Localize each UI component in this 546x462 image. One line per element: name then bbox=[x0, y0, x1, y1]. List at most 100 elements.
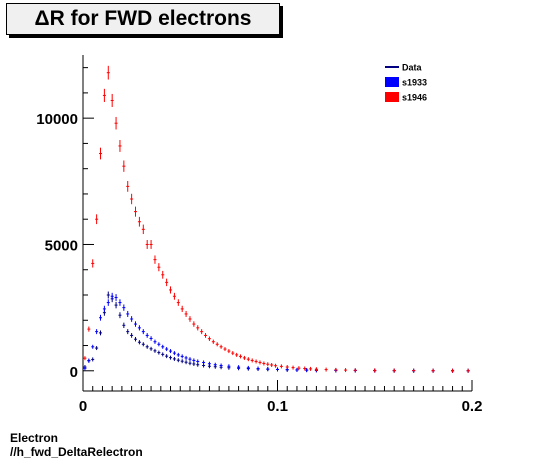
data-point-data bbox=[137, 340, 141, 345]
data-point-s1933 bbox=[157, 342, 161, 347]
y-tick-label: 0 bbox=[70, 364, 78, 381]
data-point-s1946 bbox=[207, 336, 211, 341]
data-point-data bbox=[165, 354, 169, 359]
data-point-s1946 bbox=[303, 366, 307, 371]
data-point-s1946 bbox=[102, 88, 106, 103]
chart-title: ΔR for FWD electrons bbox=[6, 3, 280, 35]
data-point-s1946 bbox=[219, 344, 223, 349]
data-point-s1946 bbox=[270, 362, 274, 367]
data-point-s1946 bbox=[227, 349, 231, 354]
legend-label: s1946 bbox=[402, 93, 427, 103]
data-point-s1933 bbox=[91, 344, 95, 349]
data-point-s1946 bbox=[451, 368, 455, 373]
data-point-s1933 bbox=[118, 299, 122, 306]
data-point-s1946 bbox=[211, 339, 215, 344]
data-point-s1946 bbox=[242, 355, 246, 360]
data-point-data bbox=[95, 346, 99, 351]
data-point-s1933 bbox=[114, 294, 118, 301]
data-point-s1946 bbox=[285, 365, 289, 369]
data-point-data bbox=[106, 291, 110, 299]
data-point-s1946 bbox=[122, 160, 126, 172]
histogram-group-label: Electron bbox=[10, 431, 59, 445]
data-point-s1946 bbox=[309, 366, 313, 371]
data-point-s1933 bbox=[145, 333, 149, 338]
data-point-s1933 bbox=[196, 359, 200, 364]
data-point-s1933 bbox=[126, 310, 130, 317]
data-point-s1933 bbox=[83, 366, 87, 371]
data-point-s1946 bbox=[250, 358, 254, 363]
data-point-s1946 bbox=[392, 368, 396, 373]
data-point-data bbox=[134, 336, 138, 342]
data-point-s1946 bbox=[118, 139, 122, 152]
data-point-s1933 bbox=[219, 363, 223, 368]
data-point-data bbox=[118, 312, 122, 319]
data-point-s1946 bbox=[126, 180, 130, 192]
data-point-s1933 bbox=[237, 365, 241, 370]
data-point-s1933 bbox=[106, 299, 110, 306]
data-point-s1946 bbox=[373, 368, 377, 373]
data-point-s1933 bbox=[202, 360, 206, 365]
data-point-s1933 bbox=[165, 347, 169, 352]
x-tick-label: 0.1 bbox=[267, 398, 288, 415]
legend-entry-s1946: s1946 bbox=[385, 92, 427, 103]
data-point-s1946 bbox=[87, 326, 91, 332]
data-point-s1933 bbox=[134, 321, 138, 327]
data-point-s1946 bbox=[239, 354, 243, 359]
data-point-s1946 bbox=[274, 363, 278, 368]
data-point-s1933 bbox=[95, 329, 99, 335]
data-point-s1946 bbox=[157, 263, 161, 272]
data-point-data bbox=[180, 359, 184, 364]
data-point-s1933 bbox=[169, 349, 173, 354]
data-point-s1946 bbox=[95, 214, 99, 225]
data-point-s1933 bbox=[246, 365, 250, 370]
data-point-s1933 bbox=[276, 367, 279, 372]
data-point-s1946 bbox=[169, 286, 173, 294]
data-point-s1946 bbox=[161, 270, 165, 279]
x-tick-label: 0.2 bbox=[462, 398, 483, 415]
legend-box-swatch bbox=[385, 77, 399, 87]
data-point-s1946 bbox=[145, 240, 149, 249]
data-point-s1946 bbox=[344, 368, 348, 373]
legend-entry-s1933: s1933 bbox=[385, 77, 427, 88]
data-point-s1946 bbox=[130, 193, 134, 205]
data-point-s1933 bbox=[153, 339, 157, 344]
data-point-s1946 bbox=[297, 366, 301, 371]
data-point-s1946 bbox=[215, 342, 219, 347]
legend-label: s1933 bbox=[402, 78, 427, 88]
data-point-s1933 bbox=[172, 351, 176, 356]
data-point-s1933 bbox=[141, 329, 145, 335]
data-point-s1946 bbox=[466, 368, 470, 373]
data-point-data bbox=[176, 358, 180, 363]
data-point-s1933 bbox=[227, 364, 231, 369]
data-point-s1946 bbox=[180, 305, 184, 313]
data-point-data bbox=[126, 329, 130, 335]
data-point-s1933 bbox=[99, 314, 103, 321]
data-point-s1933 bbox=[161, 344, 165, 349]
data-point-s1946 bbox=[99, 147, 103, 160]
data-point-data bbox=[122, 322, 126, 328]
data-point-s1946 bbox=[188, 316, 192, 322]
data-point-data bbox=[114, 301, 118, 309]
x-tick-label: 0 bbox=[79, 398, 87, 415]
data-point-s1946 bbox=[141, 224, 145, 235]
legend-label: Data bbox=[402, 63, 423, 73]
data-point-s1933 bbox=[149, 336, 153, 341]
data-point-s1946 bbox=[262, 361, 266, 366]
data-point-s1946 bbox=[258, 360, 262, 365]
data-point-s1933 bbox=[184, 355, 188, 360]
data-point-s1933 bbox=[180, 354, 184, 359]
data-point-data bbox=[188, 361, 192, 366]
data-point-s1946 bbox=[279, 364, 283, 369]
data-point-s1933 bbox=[176, 352, 180, 357]
data-point-s1946 bbox=[266, 362, 270, 367]
data-point-s1946 bbox=[353, 368, 357, 373]
data-point-s1946 bbox=[314, 367, 318, 372]
data-point-data bbox=[149, 346, 153, 351]
data-point-s1946 bbox=[106, 65, 110, 80]
data-point-s1946 bbox=[412, 368, 416, 373]
data-point-s1946 bbox=[137, 216, 141, 227]
data-point-s1933 bbox=[87, 358, 91, 363]
data-point-s1933 bbox=[213, 362, 217, 367]
data-point-s1933 bbox=[266, 367, 270, 372]
data-point-s1933 bbox=[192, 358, 196, 363]
